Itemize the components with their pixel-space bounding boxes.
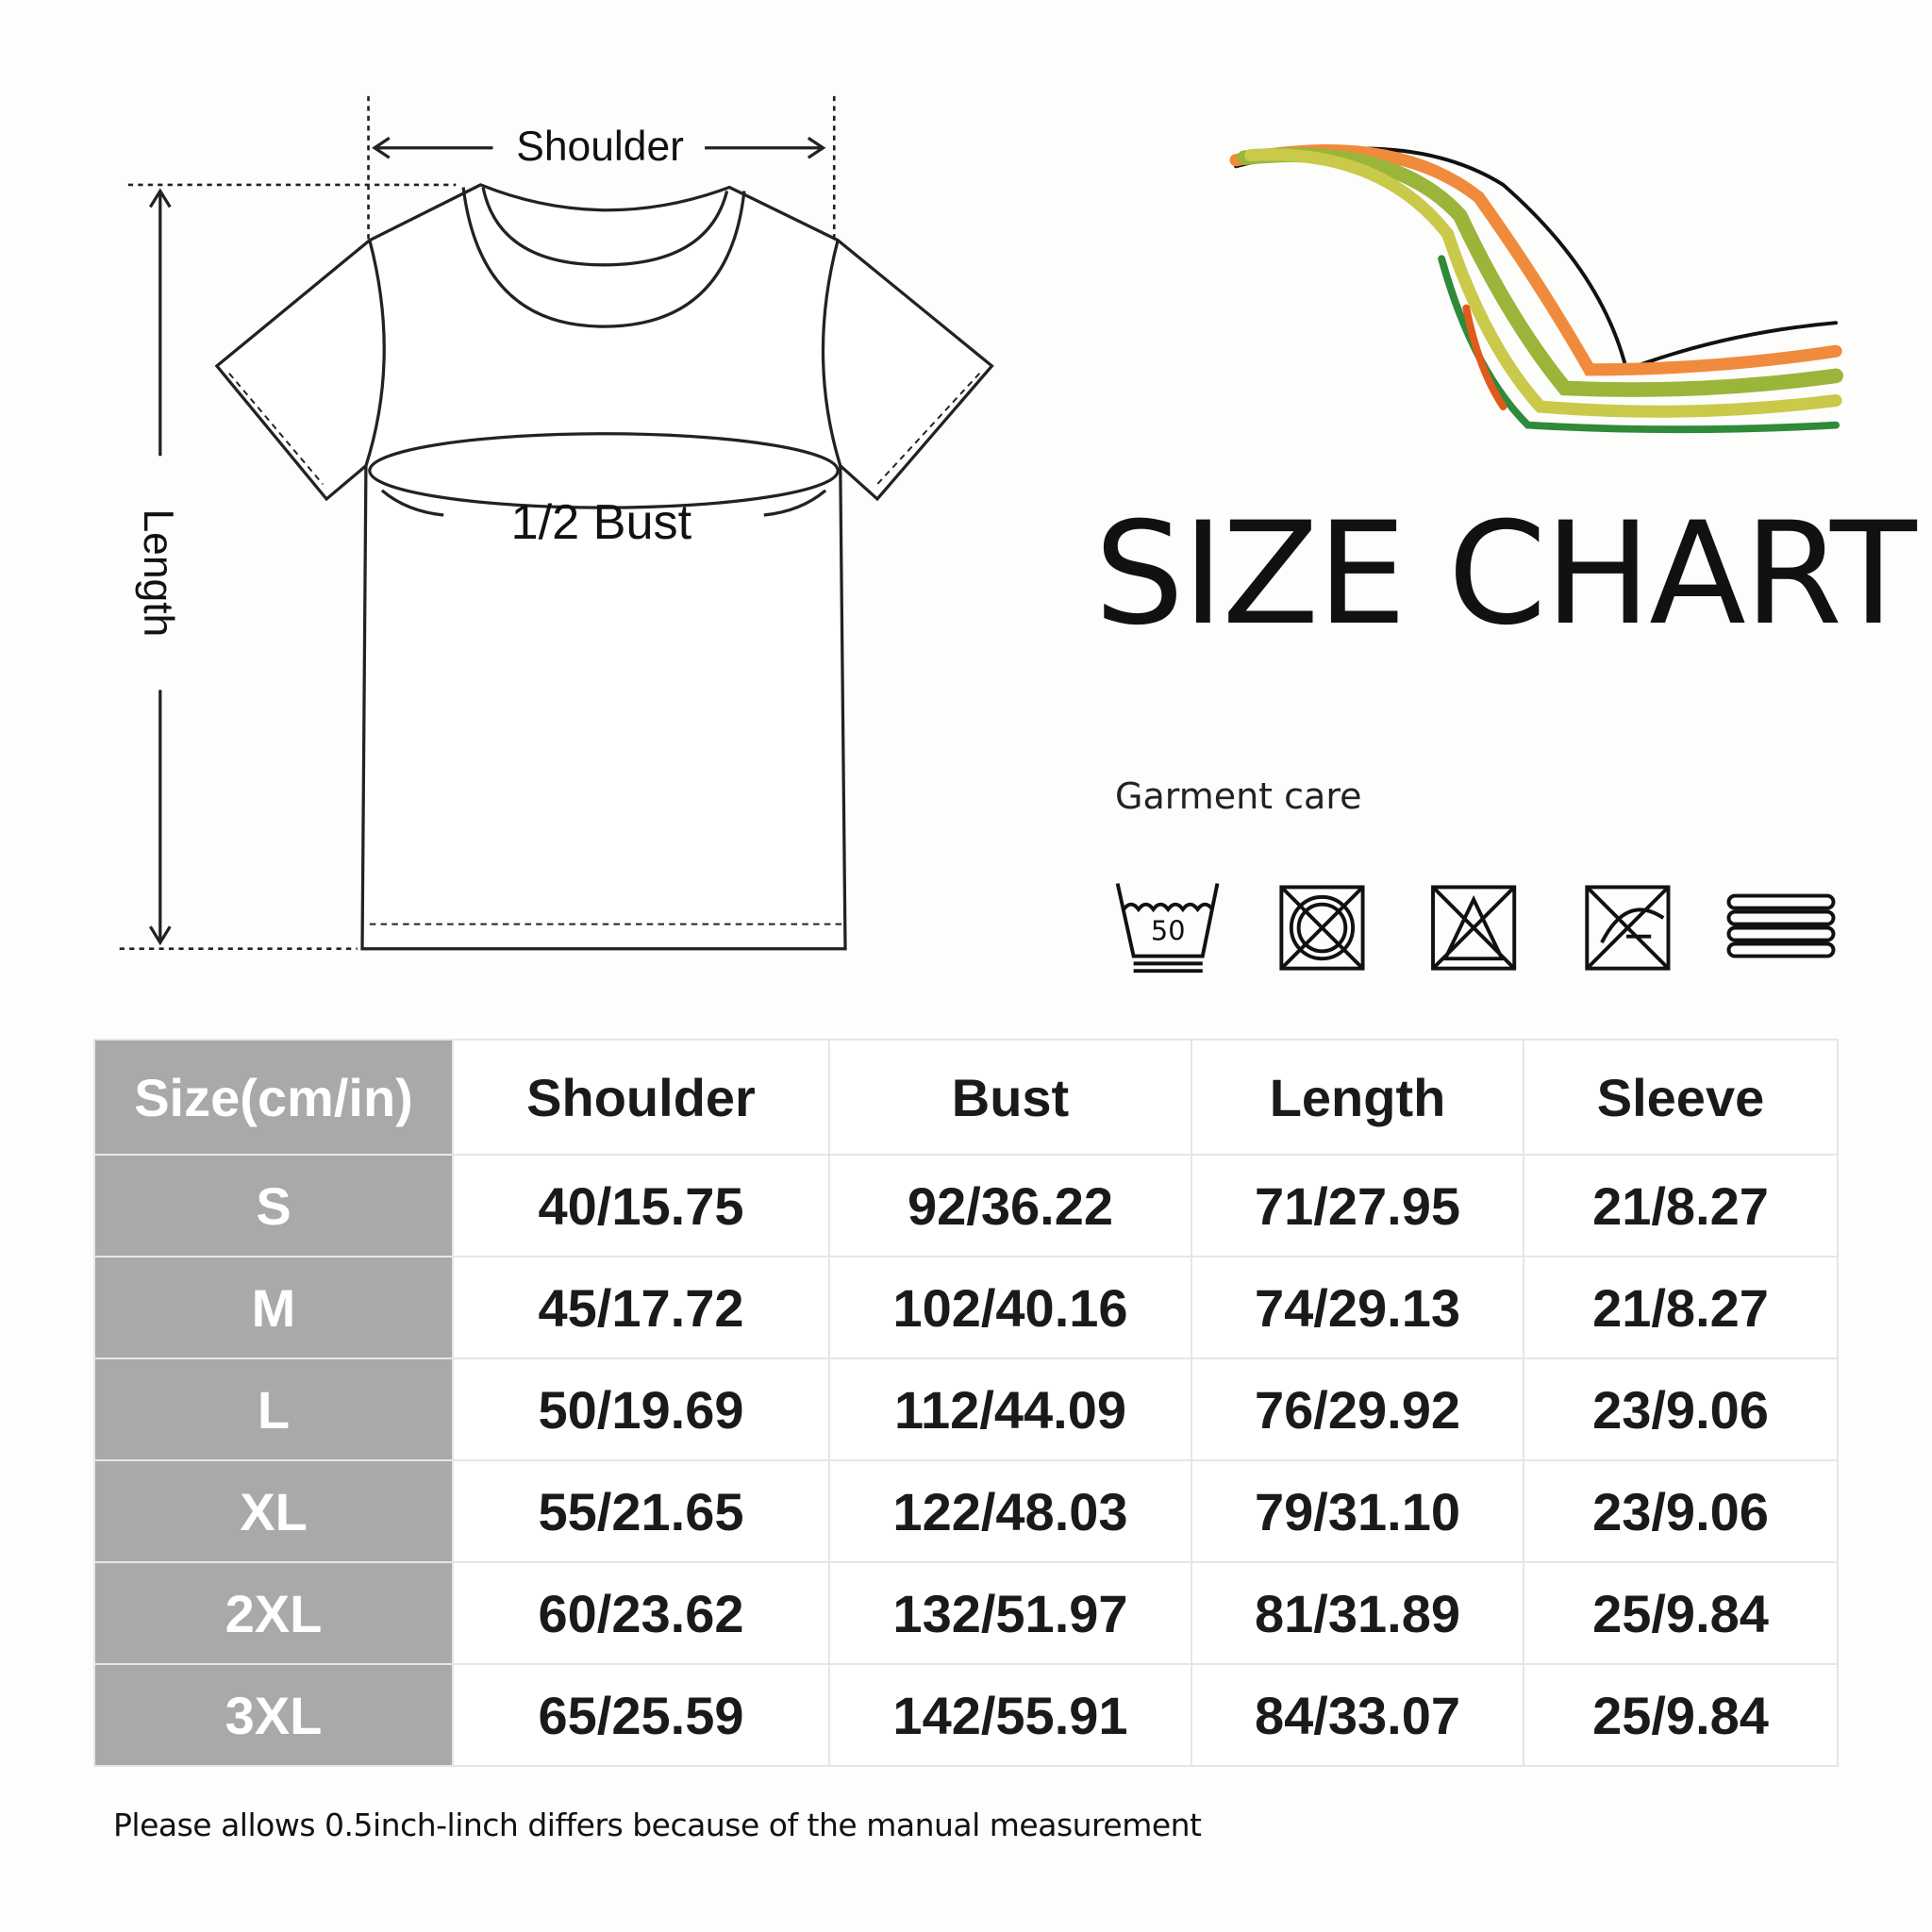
measurement-cell: 76/29.92 (1191, 1357, 1524, 1461)
header-size: Size(cm/in) (93, 1039, 454, 1156)
size-cell: M (93, 1256, 454, 1359)
size-cell: L (93, 1357, 454, 1461)
measurement-note: Please allows 0.5inch-linch differs beca… (113, 1807, 1202, 1843)
table-header-row: Size(cm/in) Shoulder Bust Length Sleeve (93, 1039, 1839, 1156)
table-row: L 50/19.69 112/44.09 76/29.92 23/9.06 (93, 1357, 1839, 1461)
measurement-cell: 45/17.72 (452, 1256, 830, 1359)
measurement-cell: 21/8.27 (1523, 1256, 1839, 1359)
measurement-cell: 71/27.95 (1191, 1154, 1524, 1257)
measurement-cell: 60/23.62 (452, 1561, 830, 1665)
measurement-cell: 84/33.07 (1191, 1663, 1524, 1767)
size-cell: 2XL (93, 1561, 454, 1665)
measurement-cell: 23/9.06 (1523, 1357, 1839, 1461)
table-row: XL 55/21.65 122/48.03 79/31.10 23/9.06 (93, 1459, 1839, 1563)
measurement-cell: 102/40.16 (828, 1256, 1192, 1359)
table-row: 2XL 60/23.62 132/51.97 81/31.89 25/9.84 (93, 1561, 1839, 1665)
bust-label: 1/2 Bust (511, 495, 692, 550)
measurement-cell: 81/31.89 (1191, 1561, 1524, 1665)
measurement-cell: 65/25.59 (452, 1663, 830, 1767)
measurement-cell: 25/9.84 (1523, 1663, 1839, 1767)
do-not-tumble-dry-icon (1279, 885, 1365, 971)
table-row: M 45/17.72 102/40.16 74/29.13 21/8.27 (93, 1256, 1839, 1359)
measurement-cell: 50/19.69 (452, 1357, 830, 1461)
size-cell: 3XL (93, 1663, 454, 1767)
header-shoulder: Shoulder (452, 1039, 830, 1156)
size-cell: XL (93, 1459, 454, 1563)
measurement-cell: 142/55.91 (828, 1663, 1192, 1767)
measurement-cell: 79/31.10 (1191, 1459, 1524, 1563)
table-row: 3XL 65/25.59 142/55.91 84/33.07 25/9.84 (93, 1663, 1839, 1767)
measurement-cell: 23/9.06 (1523, 1459, 1839, 1563)
measurement-cell: 112/44.09 (828, 1357, 1192, 1461)
measurement-cell: 25/9.84 (1523, 1561, 1839, 1665)
do-not-bleach-icon (1431, 885, 1517, 971)
measurement-cell: 122/48.03 (828, 1459, 1192, 1563)
measurement-cell: 40/15.75 (452, 1154, 830, 1257)
header-bust: Bust (828, 1039, 1192, 1156)
garment-care-label: Garment care (1115, 775, 1362, 817)
measurement-cell: 21/8.27 (1523, 1154, 1839, 1257)
size-cell: S (93, 1154, 454, 1257)
wash-50-icon: 50 (1115, 883, 1220, 974)
table-row: S 40/15.75 92/36.22 71/27.95 21/8.27 (93, 1154, 1839, 1257)
shoulder-label: Shoulder (516, 124, 684, 170)
svg-text:50: 50 (1151, 915, 1186, 947)
length-label: Length (135, 508, 181, 637)
header-sleeve: Sleeve (1523, 1039, 1839, 1156)
dry-flat-icon (1726, 893, 1836, 958)
do-not-dry-clean-icon (1585, 885, 1671, 971)
measurement-cell: 74/29.13 (1191, 1256, 1524, 1359)
measurement-cell: 55/21.65 (452, 1459, 830, 1563)
color-swoosh-logo (1229, 144, 1843, 434)
page-title: SIZE CHART (1094, 492, 1917, 657)
size-table: Size(cm/in) Shoulder Bust Length Sleeve … (93, 1039, 1839, 1767)
measurement-cell: 132/51.97 (828, 1561, 1192, 1665)
tshirt-diagram (119, 95, 994, 951)
header-length: Length (1191, 1039, 1524, 1156)
measurement-cell: 92/36.22 (828, 1154, 1192, 1257)
care-icons: 50 (1115, 883, 1836, 974)
